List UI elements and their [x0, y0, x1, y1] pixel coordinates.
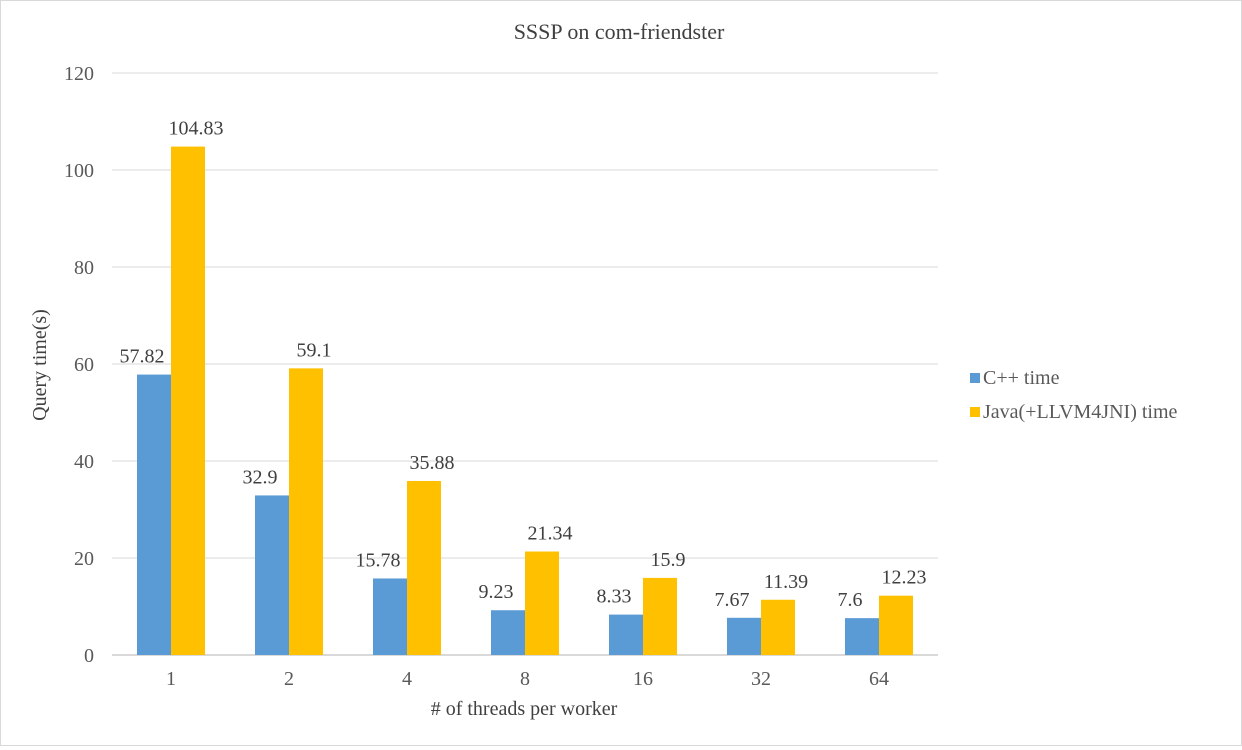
legend-label: Java(+LLVM4JNI) time: [983, 401, 1178, 423]
data-label: 32.9: [243, 466, 278, 488]
x-tick-label: 16: [633, 668, 653, 690]
bar-cpp: [137, 374, 171, 655]
data-label: 104.83: [169, 118, 224, 140]
legend-swatch: [970, 373, 980, 383]
x-tick-label: 32: [751, 668, 771, 690]
data-label: 35.88: [410, 452, 455, 474]
bar-java: [171, 146, 205, 655]
x-tick-label: 64: [869, 668, 889, 690]
y-tick-label: 80: [74, 257, 94, 279]
bar-java: [761, 599, 795, 655]
legend-label: C++ time: [983, 367, 1060, 389]
legend-swatch: [970, 407, 980, 417]
x-tick-label: 4: [402, 668, 412, 690]
x-axis-label: # of threads per worker: [431, 698, 618, 720]
x-tick-label: 8: [520, 668, 530, 690]
bar-java: [289, 368, 323, 655]
data-label: 11.39: [764, 571, 808, 593]
data-label: 7.6: [838, 589, 863, 611]
y-tick-label: 20: [74, 548, 94, 570]
y-axis-label: Query time(s): [29, 309, 51, 421]
data-label: 59.1: [297, 339, 332, 361]
data-label: 7.67: [715, 589, 750, 611]
data-label: 9.23: [479, 581, 514, 603]
data-label: 8.33: [597, 586, 632, 608]
data-label: 21.34: [528, 523, 573, 545]
data-label: 15.9: [651, 549, 686, 571]
bar-cpp: [491, 610, 525, 655]
bar-java: [407, 480, 441, 655]
bar-java: [643, 577, 677, 655]
y-tick-label: 120: [64, 63, 94, 85]
chart-title: SSSP on com-friendster: [514, 19, 725, 44]
bar-java: [879, 595, 913, 655]
data-label: 15.78: [356, 549, 401, 571]
y-tick-label: 60: [74, 354, 94, 376]
legend: C++ time Java(+LLVM4JNI) time: [970, 367, 1178, 423]
y-tick-label: 0: [84, 645, 94, 667]
x-tick-label: 2: [284, 668, 294, 690]
bar-cpp: [373, 578, 407, 655]
x-tick-label: 1: [166, 668, 176, 690]
data-label: 12.23: [882, 567, 927, 589]
y-tick-label: 100: [64, 160, 94, 182]
bar-cpp: [845, 618, 879, 655]
bar-cpp: [727, 617, 761, 655]
bar-java: [525, 551, 559, 655]
data-label: 57.82: [120, 346, 165, 368]
bar-cpp: [609, 614, 643, 655]
y-tick-label: 40: [74, 451, 94, 473]
bar-cpp: [255, 495, 289, 655]
